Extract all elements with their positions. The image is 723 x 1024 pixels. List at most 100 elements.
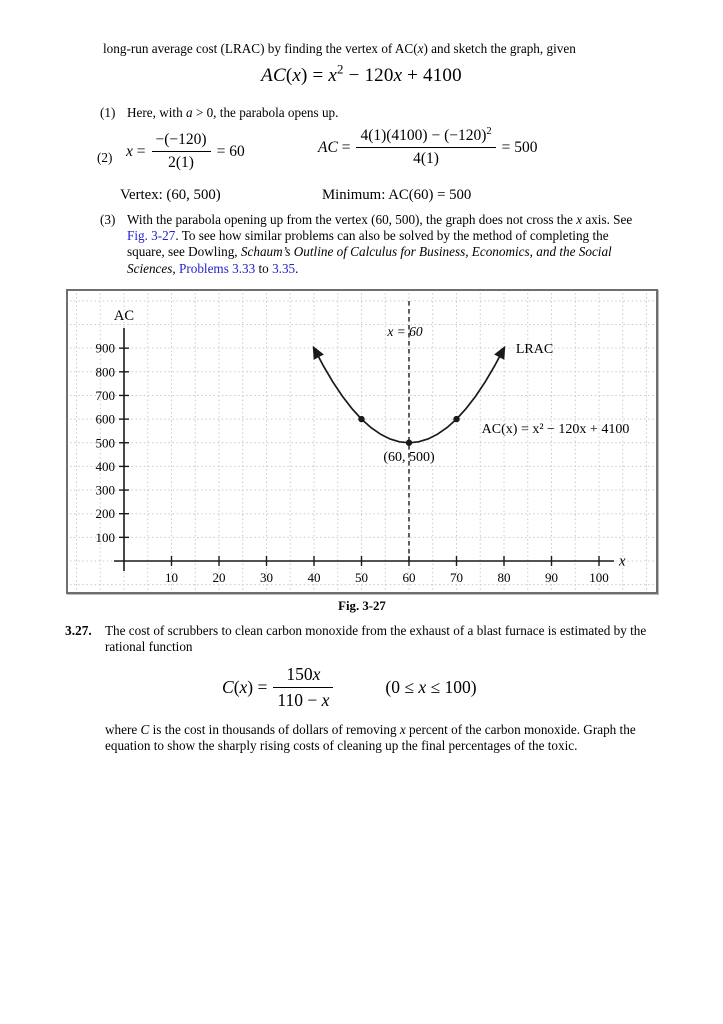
domain-constraint: (0 ≤ x ≤ 100) [385,677,476,698]
text-segment: ( [285,65,293,86]
text-segment: 4(1)(4100) − (−120) [360,127,487,144]
x-tick-label: 20 [213,570,226,585]
equation-ac-result: = 500 [502,139,538,157]
fraction: 4(1)(4100) − (−120)2 4(1) [356,126,496,168]
text-segment: With the parabola opening up from the ve… [127,212,577,227]
equation-ac-lhs: AC = [318,139,350,157]
cross-reference-link[interactable]: Fig. 3-27 [127,228,176,244]
text-segment: x [393,65,403,86]
fraction-numerator: 150x [273,664,334,688]
text-segment: AC [318,138,338,156]
fraction-denominator: 110 − x [273,688,333,711]
text-segment: (0 ≤ [385,677,419,697]
text-segment: = 500 [501,138,538,156]
text-segment: C [140,722,150,737]
text-segment: . To see how similar problems can also b… [127,228,609,260]
x-tick-label: 80 [498,570,511,585]
text-segment: 2(1) [168,154,194,171]
text-segment: 110 − [277,690,322,710]
text-segment: percent of the carbon monoxide. Graph th… [105,722,636,754]
problem-number: 3.27. [65,623,92,638]
text-segment: x [399,722,406,737]
text-segment: x [321,690,330,710]
cross-reference-link[interactable]: Problems 3.33 [179,260,256,276]
text-segment: + 4100 [402,65,462,86]
data-point-dot [453,415,460,423]
text-segment: = [337,138,351,156]
text-segment: Vertex: (60, 500) [120,187,221,203]
text-segment: axis. See [582,212,633,227]
text-segment: to [255,260,273,276]
text-segment: > 0, the parabola opens up. [192,105,339,120]
x-tick-label: 70 [450,570,463,585]
text-segment: x [126,142,133,160]
text-segment: Schaum’s Outline of Calculus for Busines… [127,244,612,276]
text-segment: ( [233,677,240,697]
text-segment: x [328,65,337,86]
chart-annotation: LRAC [516,342,553,357]
text-segment: x [418,677,427,697]
text-segment: x [417,41,424,56]
cost-equation: C(x) = 150x 110 − x (0 ≤ x ≤ 100) [222,664,477,711]
equation-ac-minimum: AC = 4(1)(4100) − (−120)2 4(1) = 500 [318,126,538,168]
step-3-text: With the parabola opening up from the ve… [127,212,644,277]
data-point-dot [358,415,365,423]
cross-reference-link[interactable]: 3.35 [272,260,296,276]
text-segment: where [105,722,141,737]
problem-text: The cost of scrubbers to clean carbon mo… [105,623,657,655]
intro-paragraph: long-run average cost (LRAC) by finding … [103,41,633,57]
problem-footer-text: where C is the cost in thousands of doll… [105,722,667,754]
equation-x-lhs: x = [126,143,146,161]
text-segment: . [295,260,299,276]
text-segment: 2 [337,61,344,77]
equation-x-result: = 60 [217,143,245,161]
text-segment: long-run average cost (LRAC) by finding … [103,41,418,56]
text-segment: 4(1) [413,150,439,167]
y-tick-label: 600 [96,412,116,427]
x-tick-label: 90 [545,570,558,585]
text-segment: 150 [286,664,313,684]
text-segment: C [222,677,234,697]
y-axis-title: AC [114,308,134,324]
text-segment: , [172,260,179,276]
text-segment: = [132,142,146,160]
fraction: 150x 110 − x [273,664,334,711]
y-tick-label: 700 [96,388,116,403]
chart-annotation: (60, 500) [383,450,435,465]
x-tick-label: 60 [403,570,416,585]
x-tick-label: 100 [589,570,609,585]
step-2-label: (2) [97,150,113,165]
vertex-result: Vertex: (60, 500) [120,187,221,204]
lrac-chart: 10 20 30 40 50 60 70 80 90 100 100 200 300 400 500 600 7… [70,293,654,590]
y-tick-label: 200 [96,506,116,521]
minimum-result: Minimum: AC(60) = 500 [322,187,471,204]
fraction: −(−120) 2(1) [151,131,211,172]
text-segment: ) and sketch the graph, given [423,41,576,56]
text-segment: x [312,664,321,684]
y-tick-label: 300 [96,483,116,498]
text-segment: AC [261,65,286,86]
step-3-label: (3) [100,212,116,227]
text-segment: x [239,677,248,697]
figure-3-27: 10 20 30 40 50 60 70 80 90 100 100 200 300 400 500 600 7… [66,289,658,594]
text-segment: −(−120) [155,131,207,148]
main-equation: AC(x) = x2 − 120x + 4100 [0,61,723,87]
step-1-label: (1) [100,105,116,120]
step-1-text: Here, with a > 0, the parabola opens up. [127,105,647,121]
text-segment: is the cost in thousands of dollars of r… [149,722,400,737]
text-segment: a [185,105,193,120]
text-segment: = 60 [216,142,245,160]
chart-annotation: AC(x) = x² − 120x + 4100 [482,422,630,437]
x-tick-label: 10 [165,570,178,585]
fraction-numerator: 4(1)(4100) − (−120)2 [356,126,496,148]
x-tick-label: 30 [260,570,273,585]
fraction-numerator: −(−120) [151,131,211,152]
text-segment: − 120 [343,65,394,86]
text-segment: x [292,65,302,86]
fraction-denominator: 2(1) [152,152,211,172]
text-segment: x [576,212,583,227]
text-segment: ) = [247,677,268,697]
text-segment: The cost of scrubbers to clean carbon mo… [105,623,647,655]
x-tick-label: 50 [355,570,368,585]
vline-label: x = 60 [386,324,423,339]
